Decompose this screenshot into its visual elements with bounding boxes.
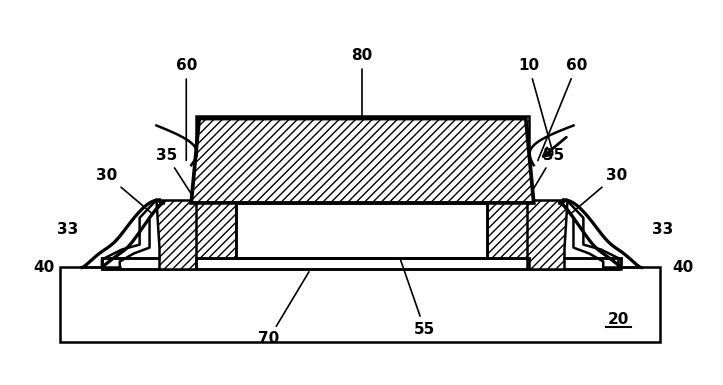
Polygon shape <box>156 200 236 270</box>
Text: 50: 50 <box>351 224 372 239</box>
Text: 55: 55 <box>401 260 435 336</box>
Bar <box>102 258 618 269</box>
Text: 80: 80 <box>351 49 372 116</box>
Text: 20: 20 <box>607 311 629 326</box>
Text: 10: 10 <box>518 59 553 152</box>
Text: 60: 60 <box>538 59 587 161</box>
Bar <box>60 268 660 342</box>
Text: 40: 40 <box>672 260 693 275</box>
Text: 30: 30 <box>572 167 627 213</box>
Text: 30: 30 <box>96 167 151 213</box>
Polygon shape <box>487 203 527 258</box>
Polygon shape <box>196 116 529 200</box>
Text: 60: 60 <box>176 59 197 161</box>
Text: 35: 35 <box>155 148 210 223</box>
Polygon shape <box>192 119 534 203</box>
Polygon shape <box>196 203 236 258</box>
Bar <box>236 203 487 258</box>
Text: 40: 40 <box>34 260 55 275</box>
Text: 35: 35 <box>513 148 564 223</box>
Text: 33: 33 <box>652 222 673 237</box>
Text: 70: 70 <box>258 272 309 346</box>
Polygon shape <box>487 200 567 270</box>
Text: 33: 33 <box>56 222 78 237</box>
